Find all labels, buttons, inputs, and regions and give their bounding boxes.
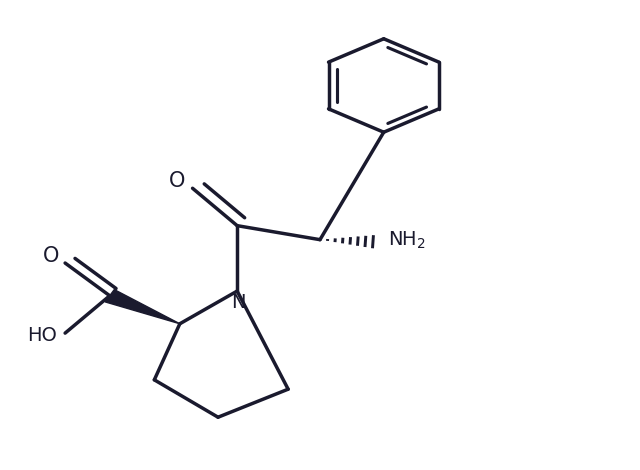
Text: HO: HO [28,326,58,345]
Text: N: N [231,293,246,313]
Polygon shape [105,290,180,324]
Text: NH$_2$: NH$_2$ [388,230,426,251]
Text: O: O [168,171,185,191]
Text: O: O [43,246,60,266]
